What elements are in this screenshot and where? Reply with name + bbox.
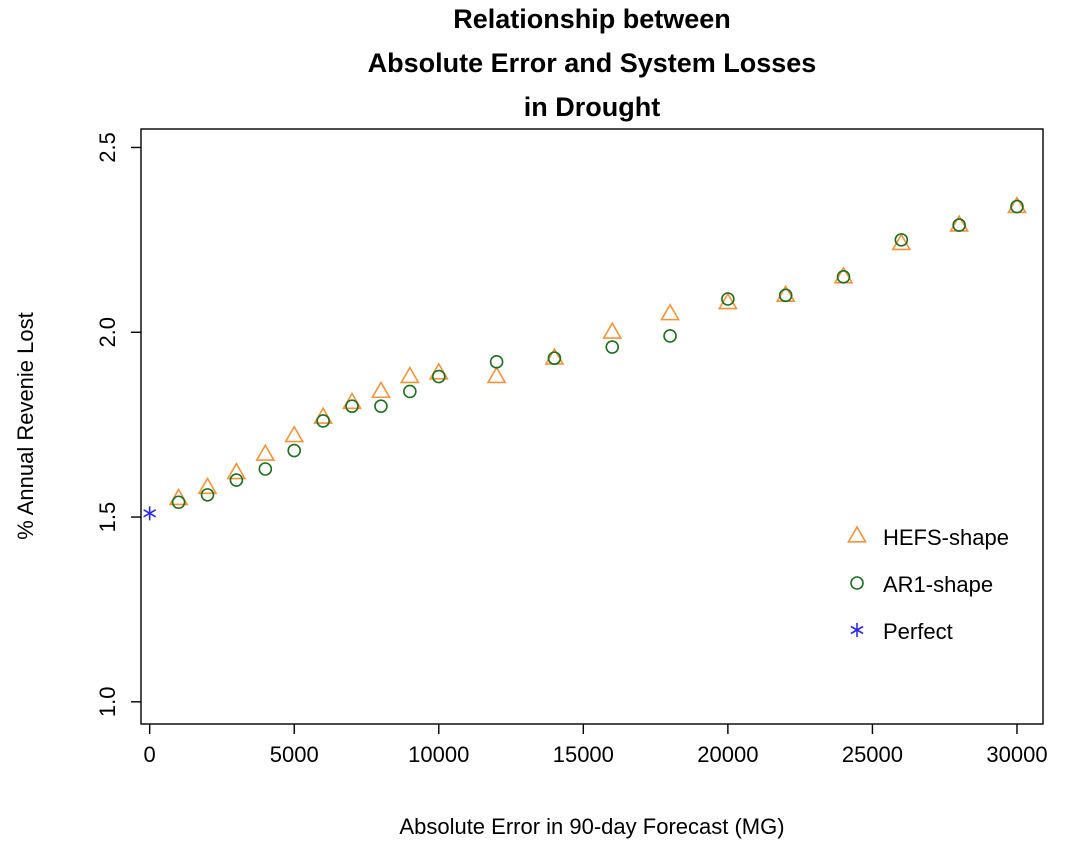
legend-item-ar1-shape: AR1-shape: [850, 572, 993, 597]
ar1-shape-point: [1010, 199, 1024, 214]
ar1-shape-point: [345, 399, 359, 413]
hefs-shape-point: [197, 476, 218, 495]
ar1-shape-point: [403, 384, 417, 399]
ar1-shape-point: [171, 495, 186, 510]
ar1-shape-point: [229, 473, 244, 487]
data-points: [143, 196, 1027, 521]
hefs-shape-point: [226, 462, 247, 480]
hefs-shape-point: [717, 292, 738, 310]
chart-title-line-2: Absolute Error and System Losses: [368, 48, 817, 78]
legend: HEFS-shape AR1-shape Perfect: [847, 525, 1009, 644]
x-tick-label: 15000: [553, 742, 614, 767]
y-tick-label: 1.0: [95, 687, 120, 718]
hefs-shape-point: [602, 321, 623, 339]
hefs-shape-point: [371, 380, 391, 399]
y-tick-label: 1.5: [95, 502, 120, 533]
hefs-shape-point: [399, 366, 420, 384]
chart-title-line-1: Relationship between: [453, 4, 731, 34]
ar1-shape-point: [489, 355, 504, 369]
ar1-shape-point: [431, 369, 446, 384]
legend-label-perfect: Perfect: [883, 619, 953, 644]
legend-label-ar1-shape: AR1-shape: [883, 572, 993, 597]
ar1-shape-point: [258, 462, 273, 476]
x-tick-label: 20000: [697, 742, 758, 767]
y-tick-label: 2.0: [95, 317, 120, 348]
x-tick-label: 0: [144, 742, 156, 767]
chart-title: Relationship between Absolute Error and …: [368, 4, 817, 122]
chart-title-line-3: in Drought: [524, 92, 660, 122]
legend-triangle-shape: [847, 525, 867, 543]
x-tick-label: 25000: [842, 742, 903, 767]
ar1-shape-point: [836, 270, 851, 284]
legend-marker-triangle-icon: [847, 525, 867, 543]
legend-marker-asterisk-icon: [850, 623, 864, 637]
x-tick-label: 5000: [270, 742, 319, 767]
x-axis-label: Absolute Error in 90-day Forecast (MG): [399, 814, 784, 839]
legend-asterisk-shape: [850, 623, 864, 637]
ar1-shape-point: [547, 351, 562, 365]
asterisk-stroke: [143, 509, 157, 518]
hefs-shape-point: [660, 303, 680, 321]
y-tick-label: 2.5: [95, 132, 120, 163]
y-axis: 1.0 1.5 2.0 2.5: [95, 132, 141, 717]
ar1-shape-point: [200, 488, 215, 502]
legend-label-hefs-shape: HEFS-shape: [883, 525, 1009, 550]
ar1-shape-point: [287, 443, 302, 458]
plot-area-frame: [140, 128, 1044, 725]
ar1-shape-point: [605, 340, 620, 354]
ar1-shape-point: [778, 288, 793, 303]
legend-circle-shape: [850, 576, 864, 590]
ar1-shape-point: [374, 399, 388, 413]
y-axis-label: % Annual Revenie Lost: [13, 312, 38, 540]
legend-item-hefs-shape: HEFS-shape: [847, 525, 1009, 550]
ar1-shape-point: [663, 329, 677, 343]
ar1-shape-point: [721, 292, 735, 306]
legend-item-perfect: Perfect: [850, 619, 953, 644]
hefs-shape-point: [486, 366, 507, 384]
asterisk-stroke: [850, 625, 864, 635]
hefs-shape-point: [891, 232, 912, 251]
hefs-shape-point: [255, 443, 276, 461]
perfect-point: [143, 506, 157, 521]
legend-marker-circle-icon: [850, 576, 864, 590]
ar1-shape-point: [952, 218, 966, 232]
x-tick-label: 10000: [408, 742, 469, 767]
x-tick-label: 30000: [986, 742, 1047, 767]
x-axis: 0 5000 10000 15000 20000 25000 30000: [144, 724, 1048, 767]
ar1-shape-point: [316, 414, 330, 428]
hefs-shape-point: [284, 425, 305, 443]
ar1-shape-point: [894, 233, 909, 247]
